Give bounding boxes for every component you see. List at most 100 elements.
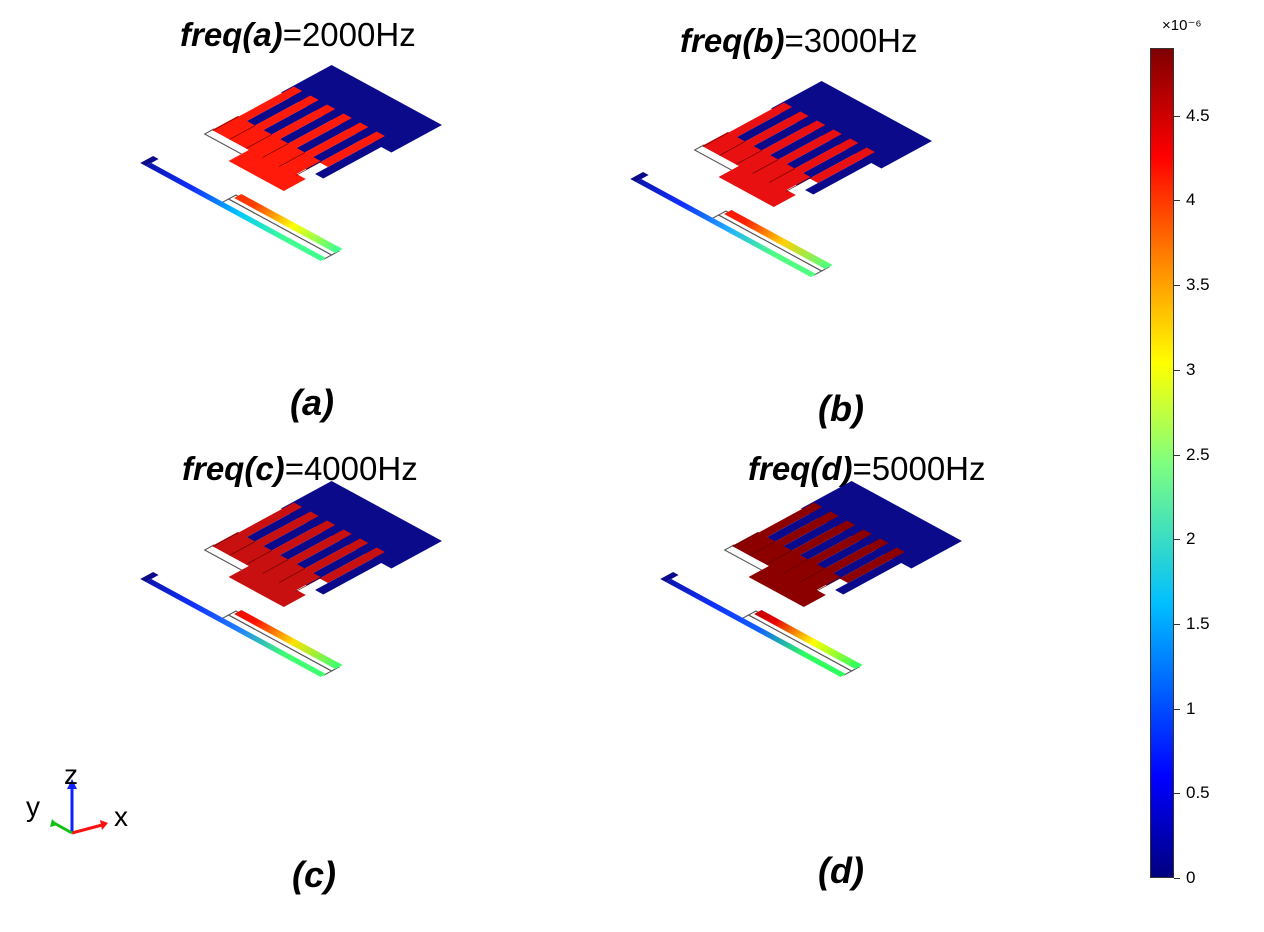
shuttle-edge-line	[212, 116, 239, 131]
panel-title-c: freq(c)=4000Hz	[182, 450, 418, 488]
moving-comb-finger	[286, 529, 352, 565]
spring-beam	[754, 610, 863, 669]
panel-title-d: freq(d)=5000Hz	[748, 450, 986, 488]
anchor-beam	[635, 179, 817, 277]
colorbar-tick	[1174, 878, 1180, 879]
shuttle-edge-line	[262, 143, 289, 158]
freq-value-a: =2000Hz	[282, 16, 416, 53]
freq-value-c: =4000Hz	[284, 450, 418, 487]
colorbar-tick	[1174, 793, 1180, 795]
device-figure-a	[140, 65, 442, 261]
freq-label-d: freq(d)	[748, 450, 853, 487]
anchor-pad	[630, 172, 649, 182]
colorbar-gradient	[1150, 48, 1174, 878]
axis-arrows-icon	[50, 779, 108, 835]
moving-comb-finger	[303, 538, 369, 574]
moving-comb-finger	[253, 95, 319, 131]
panel-title-b: freq(b)=3000Hz	[680, 22, 918, 60]
moving-comb-base	[212, 532, 321, 591]
shuttle-edge-line	[719, 141, 746, 156]
anchor-beam	[665, 579, 847, 677]
moving-comb-finger	[759, 120, 826, 156]
moving-comb-finger	[726, 102, 793, 138]
colorbar-tick	[1174, 708, 1180, 710]
shuttle-edge-line	[782, 559, 809, 574]
freq-value-d: =5000Hz	[852, 450, 986, 487]
shuttle-edge-line	[212, 532, 239, 547]
moving-comb-finger	[269, 520, 336, 556]
panel-title-a: freq(a)=2000Hz	[180, 16, 416, 54]
fixed-comb-finger	[315, 141, 384, 179]
colorbar-tick	[1174, 200, 1180, 202]
colorbar-tick-label: 0	[1186, 868, 1196, 887]
moving-comb-arm	[748, 565, 826, 607]
beam-outline	[740, 614, 853, 676]
moving-comb-finger	[773, 511, 839, 547]
axis-label-y: y	[26, 791, 40, 822]
panel-c: freq(c)=4000Hz (c)	[80, 440, 640, 895]
device-figure-c	[140, 481, 442, 677]
shuttle-edge-line	[279, 568, 306, 583]
colorbar-tick	[1174, 623, 1180, 625]
freq-value-b: =3000Hz	[784, 22, 918, 59]
anchor-beam	[145, 579, 327, 677]
shuttle-edge-line	[279, 152, 306, 167]
device-figure-d	[660, 481, 962, 677]
colorbar-tick-label: 1.5	[1186, 613, 1210, 633]
shuttle-edge-line	[735, 150, 762, 165]
shuttle-edge-line	[245, 134, 272, 149]
panel-d: freq(d)=5000Hz (d)	[570, 440, 1130, 891]
fixed-comb-base	[281, 481, 442, 569]
moving-comb-arm	[228, 149, 306, 191]
colorbar-tick-label: 4	[1186, 190, 1196, 210]
moving-comb-finger	[793, 138, 859, 174]
shuttle-edge-line	[752, 159, 779, 174]
fixed-comb-finger	[315, 557, 384, 595]
moving-comb-finger	[303, 122, 369, 158]
colorbar-tick-label: 3	[1186, 359, 1196, 379]
freq-label-a: freq(a)	[180, 16, 283, 53]
colorbar-tick-label: 1	[1186, 698, 1196, 718]
colorbar-tick	[1174, 115, 1180, 117]
shuttle-edge-line	[749, 541, 776, 556]
moving-comb-finger	[809, 147, 875, 183]
moving-comb-arm	[228, 565, 306, 607]
colorbar-tick-label: 3.5	[1186, 275, 1210, 295]
moving-comb-finger	[269, 104, 336, 140]
shuttle-edge-line	[769, 168, 796, 183]
moving-comb-finger	[776, 129, 842, 165]
moving-comb-finger	[286, 113, 352, 149]
moving-comb-finger	[823, 538, 889, 574]
shuttle-edge-line	[229, 125, 256, 140]
moving-comb-finger	[756, 502, 823, 538]
beam-outline	[220, 198, 333, 260]
colorbar: ×10⁻⁶ 0 0.5 1 1.5 2 2.5 3 3.5 4 4.5	[1150, 17, 1260, 890]
moving-comb-finger	[839, 547, 905, 583]
fixed-comb-finger	[835, 557, 904, 595]
spring-beam	[234, 194, 343, 253]
shuttle-edge-line	[702, 132, 729, 147]
moving-comb-finger	[319, 547, 385, 583]
colorbar-scale-label: ×10⁻⁶	[1162, 17, 1202, 34]
freq-label-c: freq(c)	[182, 450, 285, 487]
moving-comb-base	[702, 132, 811, 191]
shuttle-edge-line	[229, 541, 256, 556]
device-figure-b	[630, 81, 932, 277]
shuttle-edge-line	[785, 177, 812, 192]
shuttle-edge-line	[815, 577, 842, 592]
spring-beam	[724, 210, 833, 269]
anchor-pad	[660, 572, 679, 582]
moving-comb-base	[732, 532, 841, 591]
shuttle-edge-line	[295, 161, 322, 176]
panel-b: freq(b)=3000Hz (b)	[570, 10, 1130, 450]
fixed-comb-base	[771, 81, 932, 169]
beam-outline	[710, 214, 823, 276]
shuttle-edge-line	[245, 550, 272, 565]
panel-a: freq(a)=2000Hz (a)	[80, 10, 640, 450]
colorbar-tick-label: 2	[1186, 529, 1196, 549]
colorbar-tick-label: 4.5	[1186, 105, 1210, 125]
moving-comb-finger	[319, 131, 385, 167]
colorbar-tick-label: 2.5	[1186, 444, 1210, 464]
shuttle-edge-line	[765, 550, 792, 565]
shuttle-edge-line	[799, 568, 826, 583]
